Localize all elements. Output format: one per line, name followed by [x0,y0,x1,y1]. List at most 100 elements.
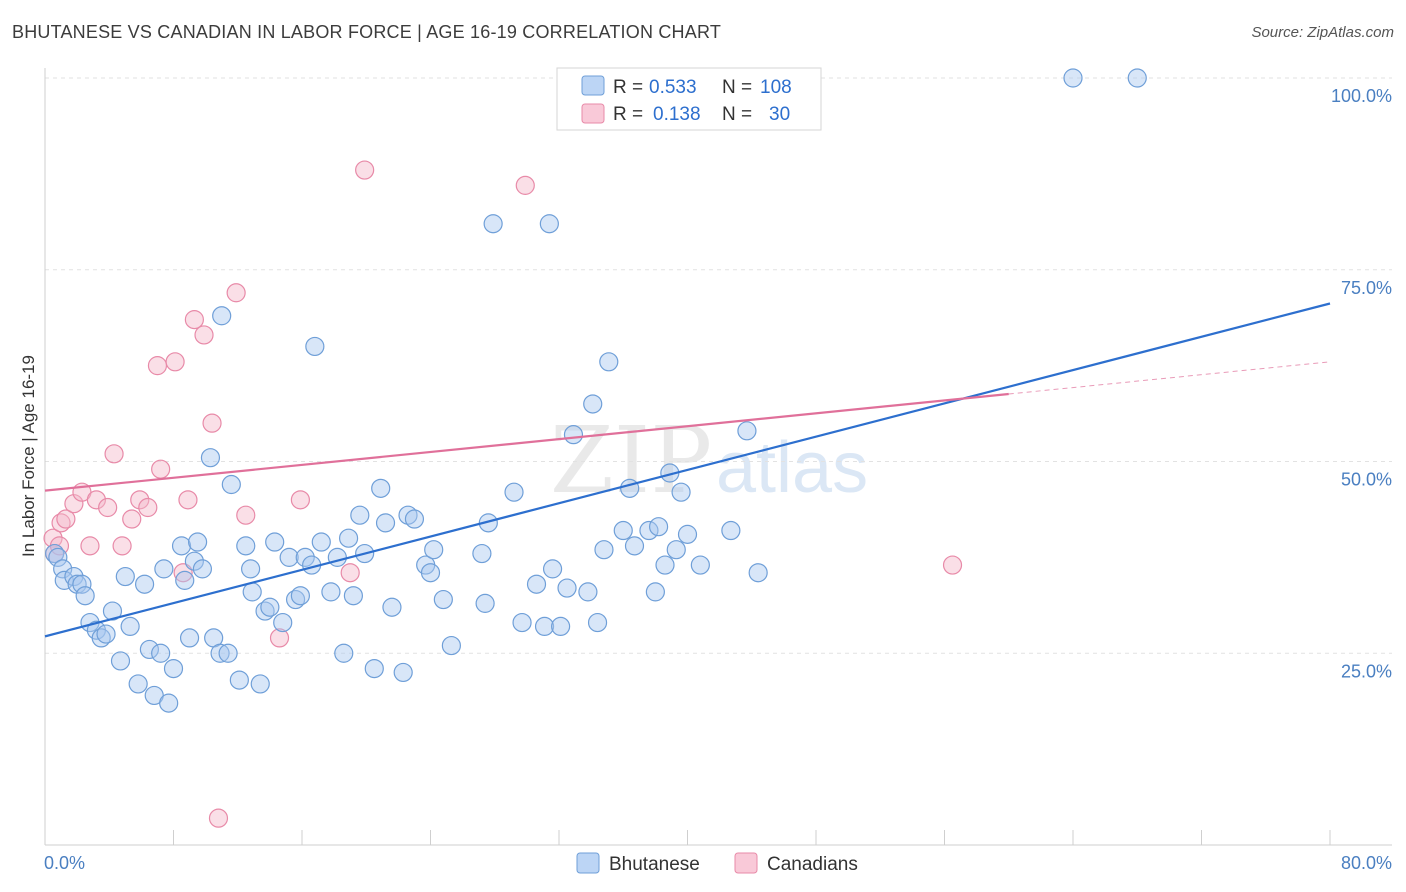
canadians-point-19 [178,490,198,510]
canadians-point-16 [151,459,171,479]
legend-swatch-canadians [734,852,758,874]
bhutanese-point-27 [184,551,204,571]
canadians-point-7 [80,536,100,556]
bhutanese-point-22 [159,693,179,713]
bhutanese-point-98 [671,482,691,502]
canadians-point-26 [269,628,290,648]
canadians-point-10 [104,444,124,464]
bhutanese-point-70 [441,635,461,656]
bhutanese-point-93 [645,582,665,602]
y-tick-label-25: 25.0% [1341,661,1392,681]
bhutanese-point-32 [210,643,230,663]
bhutanese-point-88 [599,352,619,372]
bhutanese-point-12 [102,601,123,621]
bhutanese-point-71 [472,543,492,564]
bhutanese-point-13 [110,651,131,671]
stats-legend-swatch-canadians [581,103,605,124]
legend-label-bhutanese: Bhutanese [609,854,700,875]
bhutanese-point-82 [557,578,577,598]
bhutanese-point-25 [175,570,195,590]
bhutanese-point-7 [75,586,95,606]
trend-line-canadians [44,392,1009,492]
bhutanese-point-16 [128,674,148,694]
bhutanese-point-65 [404,509,425,529]
canadians-point-0 [43,528,63,548]
bhutanese-point-83 [563,425,584,445]
canadians-point-17 [165,352,185,372]
canadians-point-20 [184,310,204,330]
trend-line-bhutanese [44,302,1331,638]
canadians-point-9 [98,497,118,518]
bhutanese-point-33 [212,306,232,326]
bhutanese-point-78 [534,616,555,637]
bhutanese-point-74 [483,214,503,234]
bhutanese-point-37 [236,536,256,556]
bhutanese-point-40 [250,674,270,694]
bottom-legend: Bhutanese Canadians [576,852,858,875]
y-tick-label-50: 50.0% [1341,470,1392,490]
bhutanese-point-38 [241,559,261,579]
legend-label-canadians: Canadians [767,854,858,875]
trend-lines [44,302,1331,638]
bhutanese-point-100 [690,555,710,575]
bhutanese-point-14 [115,566,135,587]
canadians-point-14 [138,497,158,518]
bhutanese-point-81 [551,616,571,637]
series-bhutanese [45,68,1147,713]
bhutanese-point-67 [420,563,441,583]
bhutanese-point-4 [64,566,84,587]
bhutanese-point-62 [382,597,402,617]
bhutanese-point-99 [677,524,698,544]
watermark-zip: ZIP [550,407,712,514]
bhutanese-point-86 [587,612,608,633]
canadians-point-12 [122,509,142,529]
bhutanese-point-17 [134,574,155,594]
bhutanese-point-69 [433,589,453,610]
bhutanese-point-42 [260,597,280,617]
bhutanese-point-80 [542,559,563,579]
bhutanese-point-87 [594,540,614,560]
canadians-point-13 [130,490,150,510]
stats-r-value-canadians: 0.138 [653,104,701,125]
bhutanese-point-35 [221,474,241,495]
stats-n-value-bhutanese: 108 [760,77,792,98]
x-ticks [173,830,1331,845]
canadians-point-27 [290,490,310,510]
bhutanese-point-48 [295,547,315,567]
y-tick-label-75: 75.0% [1341,278,1392,298]
chart-title: BHUTANESE VS CANADIAN IN LABOR FORCE | A… [12,22,722,42]
bhutanese-point-77 [526,574,547,594]
stats-r-label-canadians: R = [613,104,643,125]
bhutanese-point-56 [343,586,363,606]
bhutanese-point-105 [1127,68,1147,88]
bhutanese-point-59 [364,658,384,679]
bhutanese-point-79 [539,214,559,234]
bhutanese-point-103 [748,563,768,583]
y-tick-labels: 25.0% 50.0% 75.0% 100.0% [1331,86,1392,681]
bhutanese-point-94 [648,517,669,537]
bhutanese-point-97 [666,540,686,560]
canadians-point-5 [64,494,84,514]
bhutanese-point-21 [154,559,174,579]
stats-n-value-canadians: 30 [769,104,790,125]
bhutanese-point-76 [512,612,532,633]
canadians-point-21 [194,325,214,345]
bhutanese-point-85 [583,394,603,414]
canadians-point-8 [86,490,107,510]
bhutanese-point-61 [375,513,396,533]
bhutanese-point-63 [393,662,413,683]
y-tick-label-100: 100.0% [1331,86,1392,106]
bhutanese-point-84 [578,582,598,602]
bhutanese-point-29 [192,559,213,579]
bhutanese-point-91 [624,536,645,556]
bhutanese-point-54 [334,643,354,663]
bhutanese-point-43 [265,532,285,552]
bhutanese-point-30 [200,448,221,468]
stats-n-label-bhutanese: N = [722,77,752,98]
bhutanese-point-53 [327,547,347,567]
bhutanese-point-72 [475,593,495,613]
bhutanese-point-45 [279,547,299,567]
bhutanese-point-6 [72,574,92,594]
bhutanese-point-92 [639,520,659,541]
bhutanese-point-75 [504,482,524,502]
